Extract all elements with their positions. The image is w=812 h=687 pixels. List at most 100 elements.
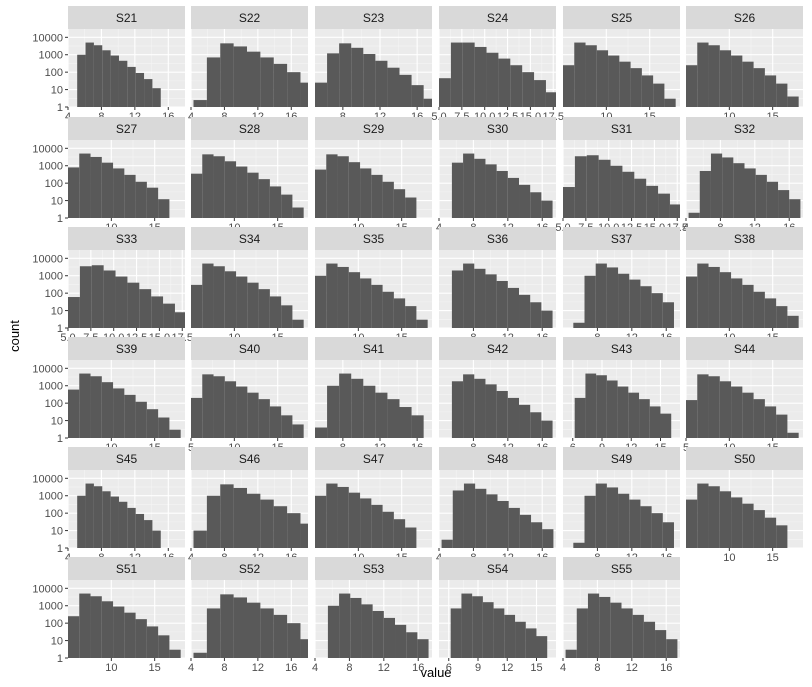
facet-strip-label: S33 [116,232,138,246]
histogram-bar [563,187,575,218]
histogram-bar [213,266,225,328]
y-tick-label: 1 [57,213,63,225]
histogram-bar [417,639,429,658]
histogram-bar [463,483,476,548]
histogram-bar [753,68,765,107]
histogram-bar [584,495,596,548]
histogram-bar [450,42,463,107]
histogram-bar [463,374,475,438]
histogram-bar [573,322,585,328]
histogram-bar [146,626,159,658]
histogram-bar [300,639,308,658]
histogram-bar [350,597,362,658]
histogram-bar [247,392,259,438]
histogram-bar [608,55,620,107]
facet-strip [191,557,308,580]
histogram-bar [79,266,92,328]
histogram-bar [787,315,799,328]
histogram-bar [697,42,709,107]
histogram-bar [315,427,328,438]
facet-strip-label: S55 [611,562,633,576]
histogram-bar [90,376,102,438]
histogram-bar [193,652,207,658]
y-tick-label: 10 [51,85,63,97]
x-tick-label: 8 [221,662,227,674]
x-tick-label: 16 [660,662,672,674]
histogram-bar [776,83,788,107]
histogram-bar [247,172,259,218]
histogram-bar [472,596,483,658]
histogram-bar [287,513,301,548]
histogram-bar [260,499,274,548]
y-tick-label: 10 [51,636,63,648]
facet-strip-label: S50 [734,452,756,466]
facet-strip-label: S41 [363,342,385,356]
histogram-bar [315,169,327,218]
histogram-bar [606,487,619,548]
histogram-bar [91,265,104,328]
histogram-bar [574,156,587,218]
y-tick-label: 1000 [39,271,63,283]
histogram-bar [619,61,631,107]
histogram-bar [383,617,396,658]
facet-strip-label: S40 [239,342,261,356]
y-tick-label: 1000 [39,491,63,503]
histogram-bar [731,55,743,107]
histogram-bar [587,593,600,658]
histogram-bar [260,608,274,658]
histogram-bar [719,491,732,548]
histogram-bar [658,193,670,218]
facet-panel: S4281216 [439,337,556,454]
histogram-bar [719,272,732,328]
histogram-bar [595,483,607,548]
facet-panel: S251015 [563,6,680,123]
histogram-bar [371,284,383,328]
facet-panel: S50 10 15 [686,447,803,564]
histogram-bar [519,294,531,328]
facet-strip [315,557,432,580]
histogram-bar [236,166,248,218]
y-tick-label: 10000 [32,583,63,595]
histogram-bar [563,65,575,107]
histogram-bar [382,291,394,328]
histogram-bar [753,291,765,328]
facet-panel: S22481216 [188,6,308,123]
facet-panel: S43691215 [563,337,680,454]
histogram-bar [485,164,497,218]
histogram-bar [360,278,372,328]
facet-strip-label: S45 [116,452,138,466]
histogram-bar [742,284,754,328]
histogram-bar [135,181,147,218]
histogram-bar [93,486,103,548]
histogram-bar [339,373,352,438]
histogram-bar [395,624,407,658]
facet-strip-label: S26 [734,11,756,25]
histogram-bar [405,197,417,218]
histogram-bar [463,263,475,328]
histogram-bar [515,621,526,658]
histogram-bar [411,85,424,107]
facet-strip-label: S30 [487,122,509,136]
histogram-bar [300,523,308,548]
y-tick-label: 10 [51,526,63,538]
histogram-bar [474,378,486,438]
histogram-bar [753,399,765,438]
histogram-bar [474,268,486,328]
histogram-bar [233,487,247,548]
facet-strip-label: S46 [239,452,261,466]
facet-strip [68,447,185,470]
histogram-bar [124,612,136,658]
histogram-bar [565,649,577,658]
x-tick-label: 15 [149,662,161,674]
histogram-bar [260,57,274,107]
histogram-bar [574,397,586,438]
histogram-bar [474,158,486,218]
histogram-bar [269,406,282,438]
histogram-bar [236,276,248,328]
histogram-bar [206,57,221,107]
histogram-bar [103,270,116,328]
histogram-bar [662,522,674,548]
histogram-bar [405,527,417,548]
histogram-bar [697,374,709,438]
histogram-bar [326,263,338,328]
